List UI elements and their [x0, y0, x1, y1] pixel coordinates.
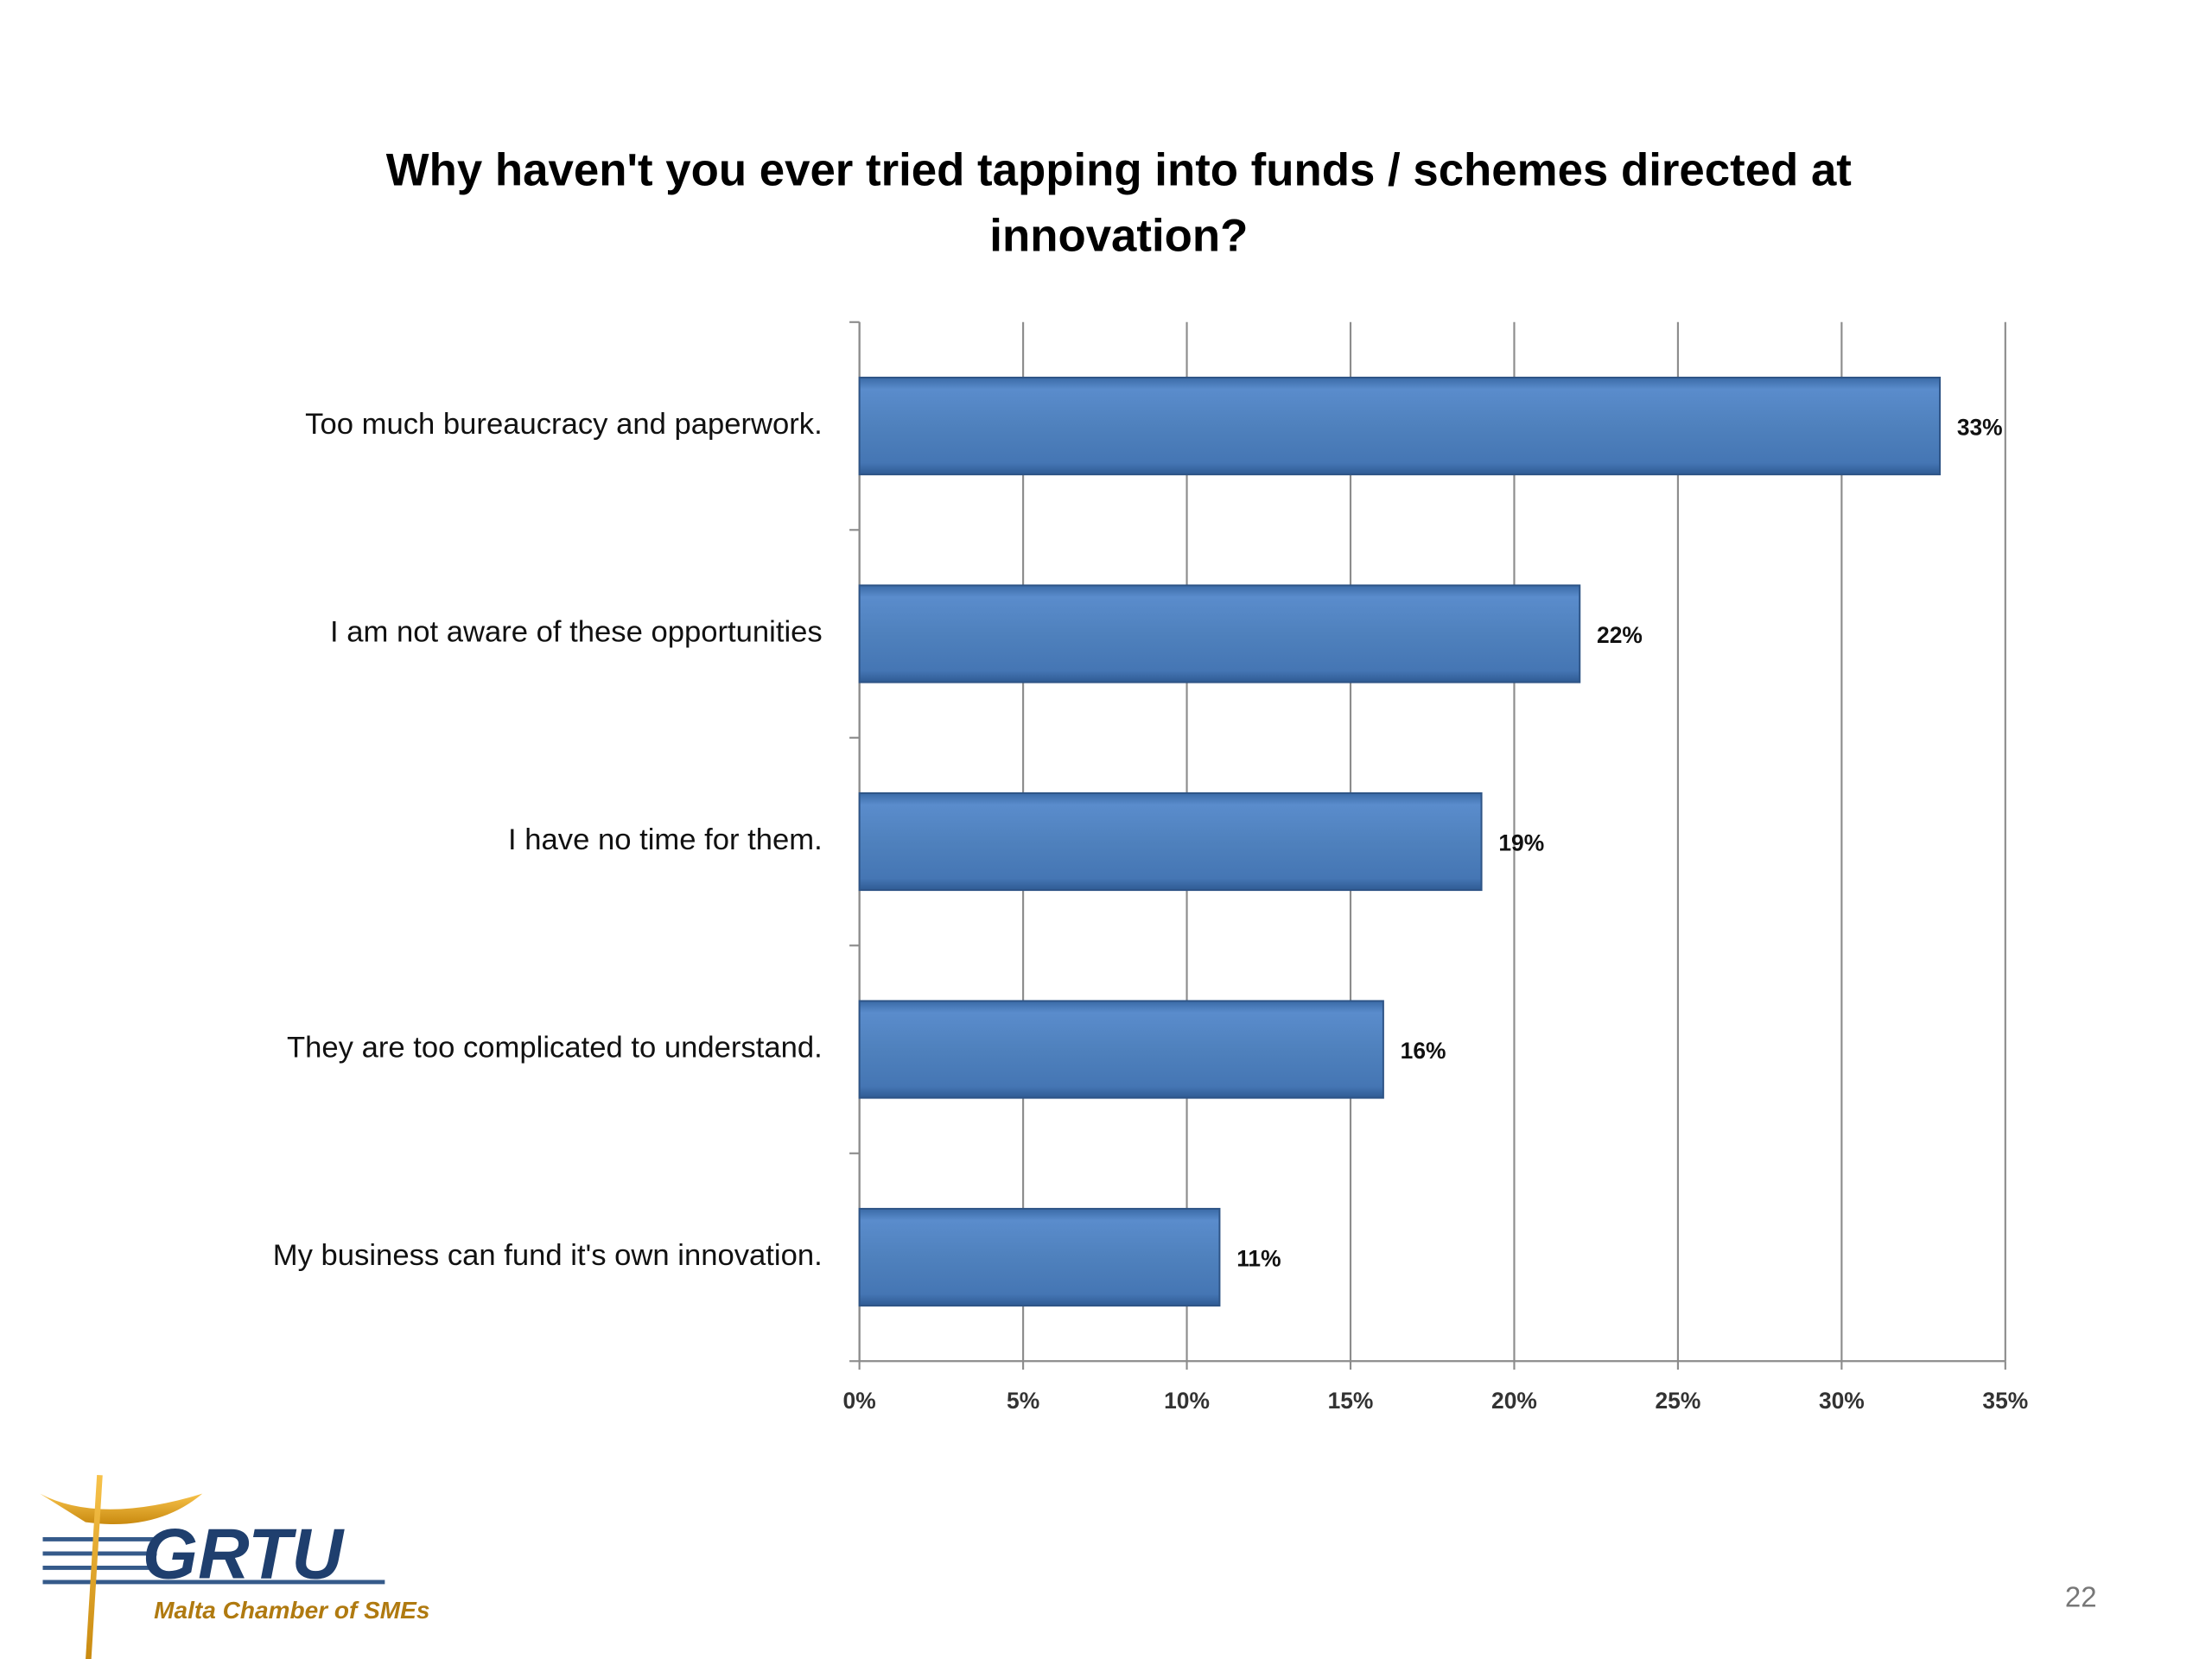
y-tick-label: My business can fund it's own innovation…: [273, 1239, 823, 1272]
bar: [858, 1000, 1384, 1099]
value-label: 33%: [1957, 414, 2003, 440]
y-tick-label: They are too complicated to understand.: [287, 1032, 823, 1065]
bar: [858, 584, 1581, 683]
y-tick-label: Too much bureaucracy and paperwork.: [305, 408, 823, 441]
x-tick-label: 5%: [1007, 1388, 1039, 1414]
logo-wing: [40, 1493, 203, 1525]
x-tick-label: 30%: [1819, 1388, 1865, 1414]
value-label: 19%: [1498, 830, 1544, 855]
title-box: Why haven't you ever tried tapping into …: [385, 143, 1852, 261]
x-tick-label: 15%: [1328, 1388, 1374, 1414]
x-tick-label: 35%: [1982, 1388, 2028, 1414]
logo-staff: [86, 1475, 103, 1659]
x-tick-label: 0%: [843, 1388, 876, 1414]
x-tick-label: 25%: [1656, 1388, 1701, 1414]
logo-tagline: Malta Chamber of SMEs: [154, 1597, 429, 1624]
logo-name: GRTU: [143, 1514, 346, 1593]
bar: [858, 791, 1483, 892]
value-label: 16%: [1401, 1038, 1446, 1064]
value-label: 11%: [1236, 1245, 1281, 1271]
bar: [858, 1207, 1221, 1307]
x-tick-label: 20%: [1491, 1388, 1537, 1414]
chart-title: Why haven't you ever tried tapping into …: [385, 143, 1852, 261]
x-tick-label: 10%: [1164, 1388, 1210, 1414]
value-label: 22%: [1597, 622, 1643, 648]
bar: [858, 376, 1942, 476]
y-tick-label: I have no time for them.: [508, 823, 823, 856]
logo: GRTU Malta Chamber of SMEs: [40, 1475, 429, 1659]
y-tick-label: I am not aware of these opportunities: [330, 616, 823, 649]
page-number: 22: [2065, 1580, 2097, 1612]
